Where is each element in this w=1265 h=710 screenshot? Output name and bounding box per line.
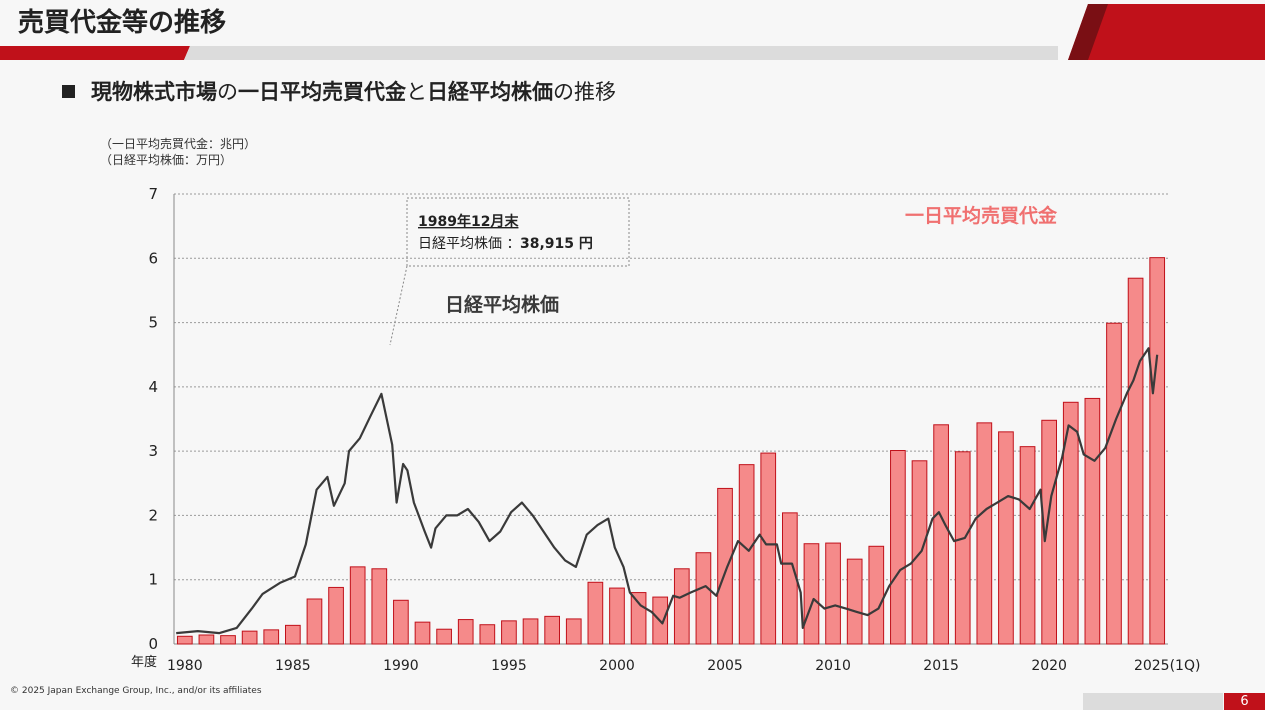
- bar: [176, 635, 193, 645]
- y-tick-label: 0: [148, 635, 158, 653]
- bar: [1127, 277, 1144, 645]
- bar: [263, 629, 280, 645]
- x-tick-label: 2020: [1031, 658, 1067, 674]
- x-tick-label: 2015: [923, 658, 959, 674]
- subtitle-part4: と: [406, 80, 427, 104]
- bar: [220, 635, 236, 645]
- bar: [998, 431, 1014, 645]
- y-tick-label: 4: [148, 378, 158, 396]
- bar: [630, 592, 647, 645]
- title-rule-red-left: [0, 46, 190, 60]
- bar: [1062, 401, 1079, 645]
- subtitle-part1: 現物株式市場: [91, 80, 217, 104]
- bar: [241, 630, 258, 645]
- x-tick-label: 2010: [815, 658, 851, 674]
- bar: [544, 615, 560, 645]
- nikkei-line: [176, 347, 1159, 635]
- y-tick-label: 6: [148, 249, 158, 267]
- bar: [782, 512, 798, 645]
- y-tick-label: 5: [148, 314, 158, 332]
- unit-note-line: （日経平均株価：万円）: [100, 153, 233, 167]
- y-tick-label: 1: [148, 571, 158, 589]
- subtitle-part5: 日経平均株価: [427, 80, 553, 104]
- bar-series-label: 一日平均売買代金: [905, 204, 1058, 227]
- annotation-title: 1989年12月末: [418, 213, 519, 230]
- page-title: 売買代金等の推移: [18, 8, 227, 38]
- bar: [565, 618, 582, 645]
- x-tick-label: 1995: [491, 658, 527, 674]
- bar: [695, 552, 712, 645]
- bar: [1149, 257, 1166, 645]
- bar: [306, 598, 323, 645]
- bar: [371, 568, 388, 645]
- bar: [846, 558, 863, 645]
- bar: [457, 619, 474, 645]
- bullet-square-icon: [62, 84, 75, 98]
- unit-note-bars: （一日平均売買代金：兆円）: [100, 137, 257, 151]
- x-axis-label: 年度: [131, 654, 157, 670]
- annotation-label: 日経平均株価 ：: [418, 236, 520, 252]
- title-corner-dark: [1068, 4, 1108, 60]
- y-tick-label: 3: [148, 442, 158, 460]
- bar: [1041, 419, 1057, 645]
- x-tick-label: 1980: [167, 658, 203, 674]
- bar: [890, 450, 906, 645]
- bar: [803, 543, 820, 645]
- bar: [825, 542, 841, 645]
- line-series-label: 日経平均株価: [445, 293, 559, 316]
- bar: [587, 581, 604, 645]
- bar: [393, 599, 409, 645]
- y-tick-label: 7: [148, 185, 158, 203]
- bar: [198, 634, 215, 645]
- bar: [1106, 322, 1122, 645]
- y-tick-label: 2: [148, 506, 158, 524]
- bar: [717, 487, 733, 645]
- x-tick-label: 2000: [599, 658, 635, 674]
- subtitle-part6: の推移: [553, 80, 616, 104]
- bar: [673, 568, 690, 645]
- bar: [738, 464, 755, 645]
- x-tick-label: 1990: [383, 658, 419, 674]
- page-number: 6: [1224, 693, 1265, 710]
- bar: [868, 545, 885, 645]
- footer-bar: [1083, 693, 1223, 710]
- x-tick-label: 2005: [707, 658, 743, 674]
- bar: [414, 621, 431, 645]
- bar: [1084, 397, 1101, 645]
- bar: [933, 424, 949, 645]
- bar: [479, 624, 496, 645]
- bar: [349, 566, 366, 645]
- bar: [760, 452, 777, 645]
- bar: [328, 586, 344, 645]
- bar: [285, 624, 301, 645]
- bar: [501, 620, 517, 645]
- annotation-leader: [389, 265, 408, 346]
- bar: [609, 587, 625, 645]
- chart-subtitle: 現物株式市場 の 一日平均売買代金 と 日経平均株価 の推移: [62, 76, 616, 106]
- bar: [522, 618, 539, 645]
- copyright: © 2025 Japan Exchange Group, Inc., and/o…: [10, 686, 262, 696]
- annotation-value: 38,915 円: [520, 236, 593, 252]
- bar: [436, 628, 452, 645]
- x-tick-label: 2025(1Q): [1134, 658, 1200, 674]
- title-rule-gray: [184, 46, 1058, 60]
- bar: [954, 451, 971, 645]
- subtitle-part2: の: [217, 80, 238, 104]
- subtitle-part3: 一日平均売買代金: [238, 80, 406, 104]
- x-tick-label: 1985: [275, 658, 311, 674]
- bar: [1019, 446, 1036, 645]
- title-corner-red: [1068, 4, 1265, 60]
- title-rule: [0, 4, 1265, 60]
- annotation-box: [406, 197, 630, 267]
- bar: [976, 422, 993, 645]
